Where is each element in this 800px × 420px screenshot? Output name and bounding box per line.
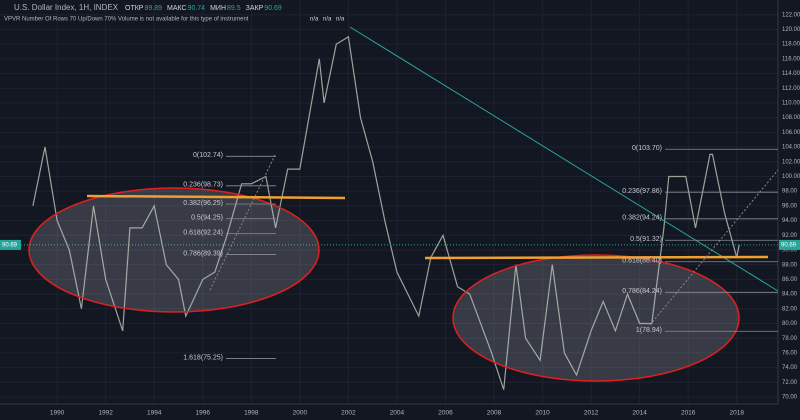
grid: [0, 0, 778, 404]
ohlc-value: 89.89: [144, 5, 162, 12]
fib-trend-right: [649, 169, 779, 326]
volume-label: n/a: [310, 17, 319, 23]
ellipse-right: [452, 254, 740, 382]
ohlc-name: МИН: [210, 5, 226, 12]
fib-trend-left: [209, 154, 276, 291]
x-tick-label: 2018: [730, 410, 745, 417]
y-tick-label: 72.00: [782, 380, 798, 386]
fib-label: 0(102.74): [193, 152, 223, 159]
fib-label: 0.5(91.32): [630, 236, 662, 243]
x-tick-label: 2014: [632, 410, 647, 417]
ohlc-name: МАКС: [167, 5, 187, 12]
y-tick-label: 106.00: [782, 130, 800, 136]
fib-label: 0.382(94.24): [622, 215, 662, 222]
volume-labels: n/a n/a n/a: [310, 17, 345, 23]
fib-label: 0.236(98.73): [183, 182, 223, 189]
price-line: [32, 35, 740, 390]
fib-label: 1(78.94): [636, 327, 662, 334]
y-tick-label: 76.00: [782, 350, 798, 356]
title: U.S. Dollar Index, 1H, INDEX: [14, 3, 119, 12]
x-tick-label: 2004: [390, 410, 405, 417]
support-line-right: [424, 255, 769, 260]
y-tick-label: 102.00: [782, 159, 800, 165]
fib-label: 0.786(84.24): [622, 288, 662, 295]
x-tick-label: 2008: [487, 410, 502, 417]
y-tick-label: 96.00: [782, 203, 798, 209]
y-tick-label: 70.00: [782, 395, 798, 401]
fib-label: 0.382(96.25): [183, 200, 223, 207]
y-tick-label: 78.00: [782, 336, 798, 342]
y-tick-label: 90.00: [782, 248, 798, 254]
y-tick-label: 110.00: [782, 101, 800, 107]
x-tick-label: 2000: [293, 410, 308, 417]
x-tick-label: 1994: [147, 410, 162, 417]
last-price-label: 90.69: [781, 242, 797, 248]
fib-label: 0.618(92.24): [183, 229, 223, 236]
y-tick-label: 82.00: [782, 306, 798, 312]
fib-label: 0.236(97.86): [622, 188, 662, 195]
last-price-box: [779, 239, 800, 250]
axes: 70.00 72.00 74.00 76.00 78.00 80.00 82.00 84.00…: [0, 12, 800, 417]
x-tick-label: 2012: [584, 410, 599, 417]
y-tick-label: 112.00: [782, 86, 800, 92]
x-tick-label: 2016: [681, 410, 696, 417]
fib-label: 1.618(75.25): [183, 354, 223, 361]
y-tick-label: 118.00: [782, 42, 800, 48]
y-tick-label: 104.00: [782, 145, 800, 151]
trend-line: [349, 26, 779, 292]
y-tick-label: 94.00: [782, 218, 798, 224]
y-tick-label: 120.00: [782, 27, 800, 33]
x-tick-label: 1998: [244, 410, 259, 417]
support-line-left: [86, 194, 346, 200]
y-tick-label: 98.00: [782, 189, 798, 195]
last-price-box-left: [0, 239, 21, 250]
y-tick-label: 122.00: [782, 12, 800, 18]
y-tick-label: 108.00: [782, 115, 800, 121]
fib-label: 0.618(88.40): [622, 258, 662, 265]
y-tick-label: 74.00: [782, 365, 798, 371]
volume-label: n/a: [323, 17, 332, 23]
y-tick-label: 88.00: [782, 262, 798, 268]
ohlc-name: ЗАКР: [246, 5, 264, 12]
x-tick-label: 2006: [438, 410, 453, 417]
last-price-label-left: 90.69: [2, 242, 18, 248]
x-tick-label: 1996: [196, 410, 211, 417]
ohlc: ОТКР 89.89 МАКС 90.74 МИН 89.5 ЗАКР 90.69: [125, 5, 282, 12]
y-tick-label: 116.00: [782, 56, 800, 62]
indicator: VPVR Number Of Rows 70 Up/Down 70% Volum…: [4, 17, 249, 23]
fib-label: 0(103.70): [632, 145, 662, 152]
plot: [0, 35, 778, 390]
x-tick-label: 1990: [50, 410, 65, 417]
x-tick-label: 2010: [535, 410, 550, 417]
y-tick-label: 84.00: [782, 292, 798, 298]
ohlc-name: ОТКР: [125, 5, 144, 12]
x-tick-label: 1992: [98, 410, 113, 417]
x-tick-label: 2002: [341, 410, 356, 417]
ohlc-value: 90.74: [188, 5, 206, 12]
volume-label: n/a: [336, 17, 345, 23]
y-tick-label: 100.00: [782, 174, 800, 180]
ellipse-left: [28, 187, 320, 313]
fibonacci: 0(102.74) 0.236(98.73) 0.382(96.25) 0.5(94.…: [183, 145, 778, 361]
fib-label: 0.5(94.25): [191, 215, 223, 222]
y-tick-label: 80.00: [782, 321, 798, 327]
y-tick-label: 114.00: [782, 71, 800, 77]
y-tick-label: 92.00: [782, 233, 798, 239]
ohlc-value: 89.5: [227, 5, 241, 12]
ohlc-value: 90.69: [264, 5, 282, 12]
fib-label: 0.786(89.39): [183, 250, 223, 257]
y-tick-label: 86.00: [782, 277, 798, 283]
